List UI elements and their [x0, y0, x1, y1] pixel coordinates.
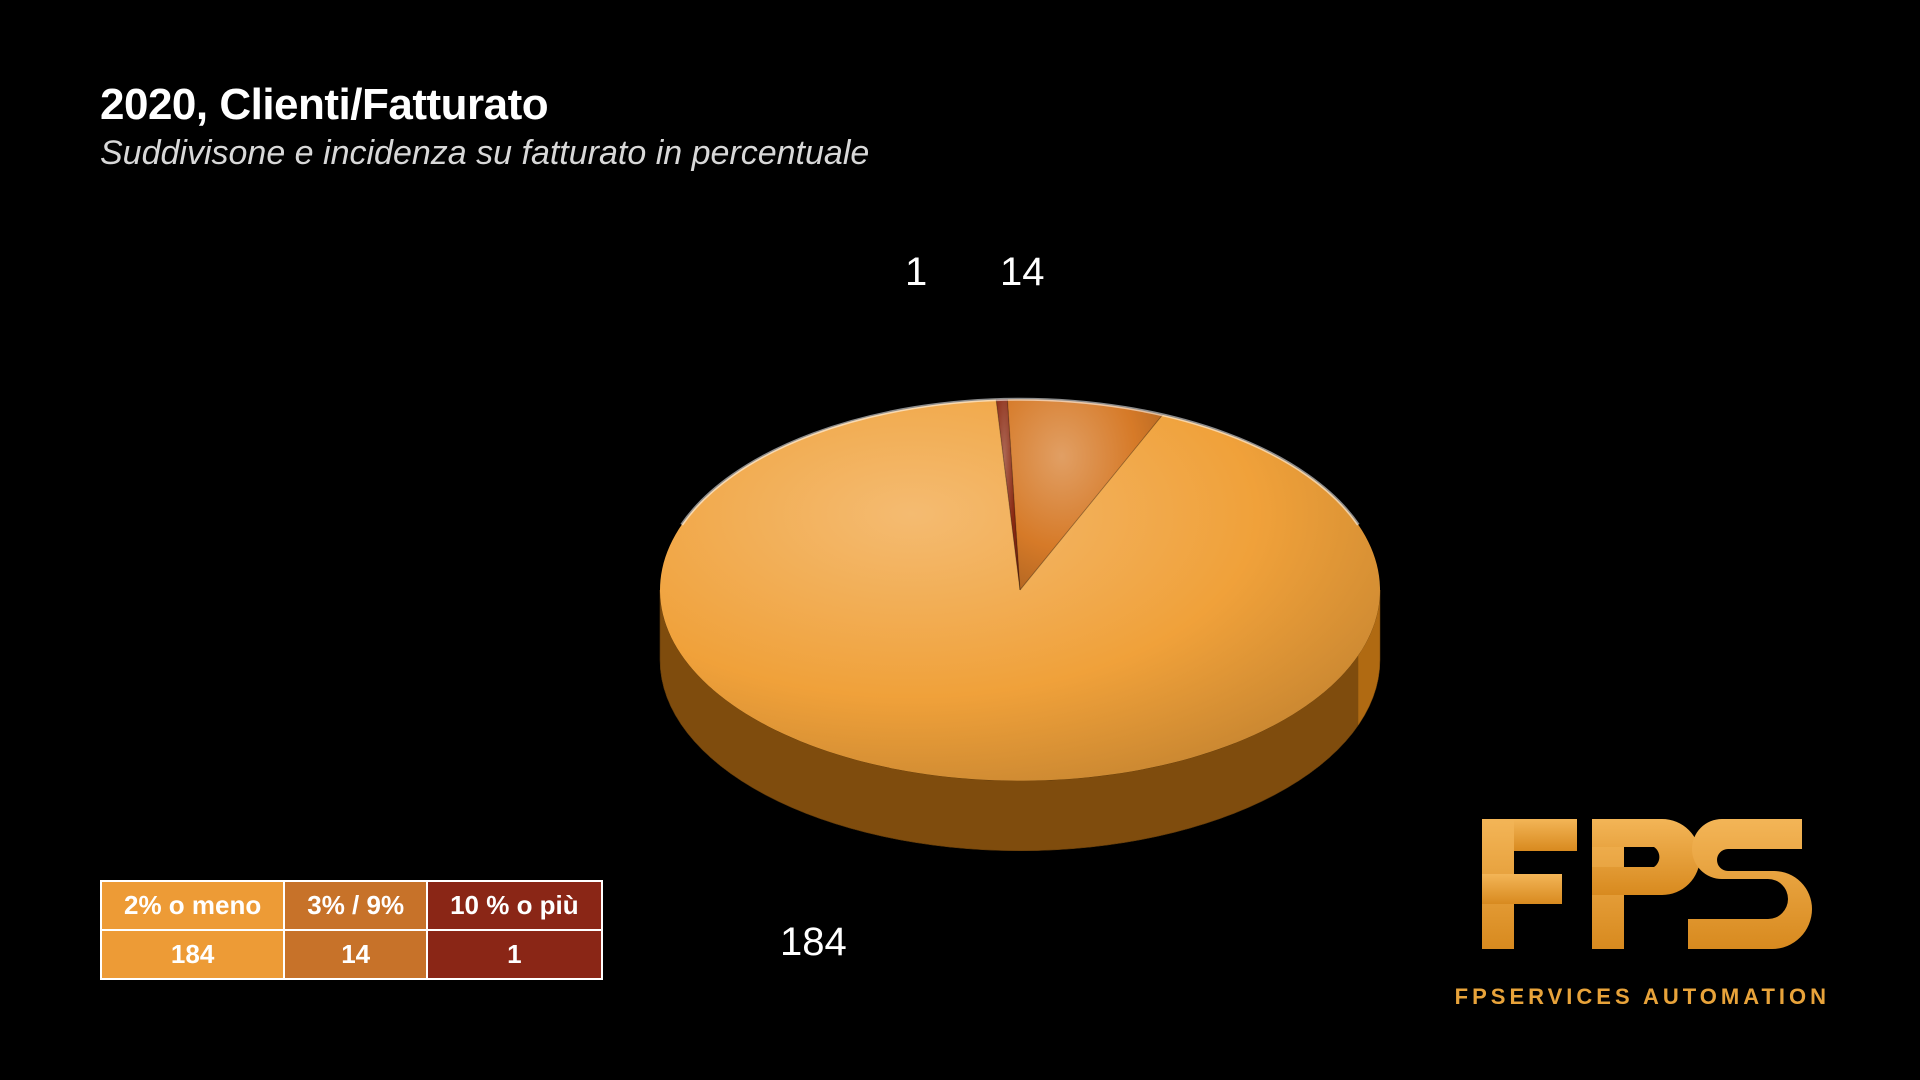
slice-label-1: 1	[905, 250, 927, 295]
legend-value-0: 184	[101, 930, 284, 979]
chart-title: 2020, Clienti/Fatturato	[100, 80, 869, 130]
brand-tagline: FPSERVICES AUTOMATION	[1455, 984, 1830, 1010]
legend-value-row: 184 14 1	[101, 930, 602, 979]
legend-header-1: 3% / 9%	[284, 881, 427, 930]
header-block: 2020, Clienti/Fatturato Suddivisone e in…	[100, 80, 869, 173]
legend-value-1: 14	[284, 930, 427, 979]
legend-table: 2% o meno 3% / 9% 10 % o più 184 14 1	[100, 880, 603, 980]
slice-label-184: 184	[780, 920, 847, 965]
slice-label-14: 14	[1000, 250, 1045, 295]
legend-header-0: 2% o meno	[101, 881, 284, 930]
legend-value-2: 1	[427, 930, 602, 979]
brand-logo: FPSERVICES AUTOMATION	[1455, 809, 1830, 1010]
chart-subtitle: Suddivisone e incidenza su fatturato in …	[100, 134, 869, 173]
fps-logo-svg	[1472, 809, 1812, 969]
pie-chart-3d	[620, 230, 1420, 950]
legend-header-2: 10 % o più	[427, 881, 602, 930]
legend-header-row: 2% o meno 3% / 9% 10 % o più	[101, 881, 602, 930]
pie-svg	[620, 230, 1420, 950]
